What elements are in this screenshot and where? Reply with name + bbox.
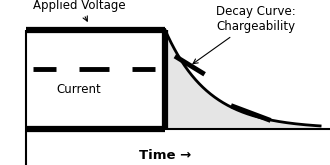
Text: Applied Voltage: Applied Voltage [33, 0, 125, 21]
Text: Time →: Time → [139, 149, 191, 162]
Text: Decay Curve:
Chargeability: Decay Curve: Chargeability [193, 5, 296, 64]
Text: Current: Current [57, 83, 102, 96]
